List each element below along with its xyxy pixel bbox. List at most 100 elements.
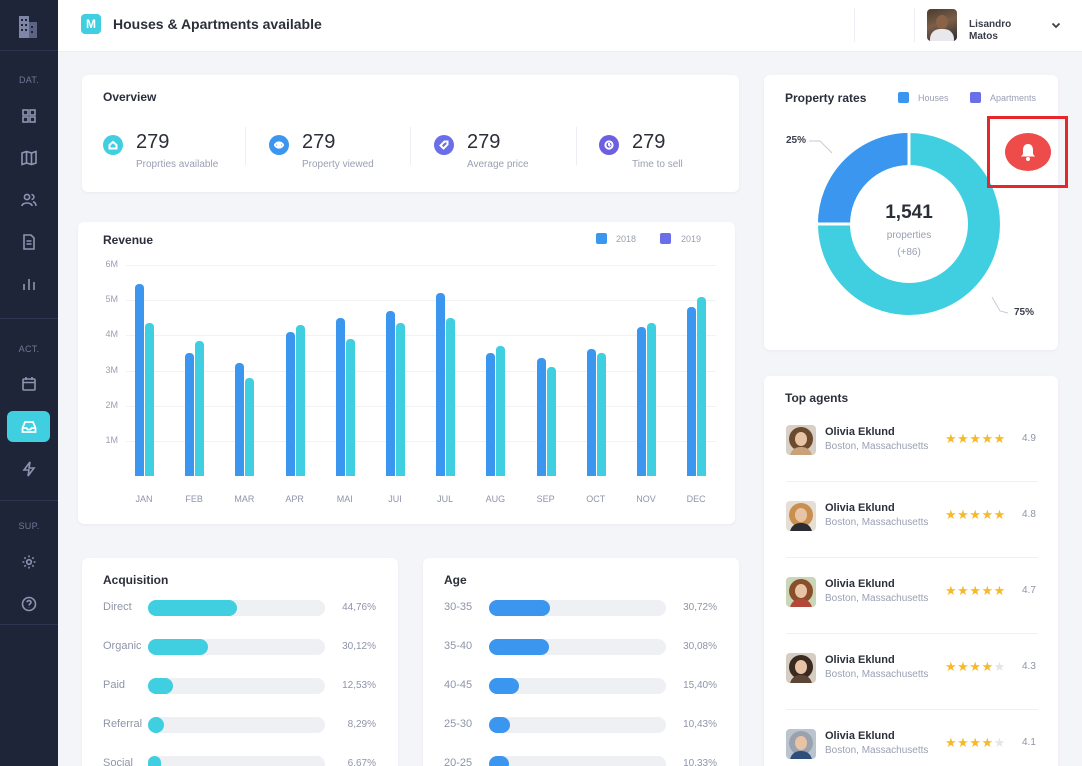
agent-location: Boston, Massachusetts <box>825 669 929 680</box>
stat-value: 279 <box>136 131 170 153</box>
property-rates-title: Property rates <box>785 91 867 105</box>
agent-name: Olivia Eklund <box>825 426 895 438</box>
revenue-bar-2019 <box>446 317 456 476</box>
avatar[interactable] <box>927 9 957 41</box>
top-bar: M Houses & Apartments available Lisandro… <box>58 0 1082 52</box>
x-tick-label: DEC <box>686 494 706 504</box>
building-icon[interactable] <box>17 12 39 38</box>
document-icon[interactable] <box>18 231 40 253</box>
grid-line <box>126 441 716 442</box>
star-rating: ★★★★★ <box>945 432 1006 445</box>
app-logo[interactable]: M <box>81 14 101 34</box>
revenue-bar-2019 <box>345 338 355 476</box>
revenue-bar-2019 <box>496 345 506 476</box>
overview-card: Overview 279 Proprties available 279 Pro… <box>82 75 739 192</box>
users-icon[interactable] <box>18 189 40 211</box>
stat-label: Time to sell <box>632 159 683 170</box>
legend-swatch-2018 <box>596 233 607 244</box>
star-icon: ★ <box>981 431 994 446</box>
agent-row[interactable]: Olivia Eklund Boston, Massachusetts ★★★★★ 4… <box>786 577 1038 627</box>
agent-row[interactable]: Olivia Eklund Boston, Massachusetts ★★★★★ 4… <box>786 653 1038 703</box>
star-icon: ★ <box>969 507 982 522</box>
divider <box>410 127 411 165</box>
apartments-percent: 75% <box>1014 307 1035 318</box>
agent-row[interactable]: Olivia Eklund Boston, Massachusetts ★★★★★ 4… <box>786 729 1038 766</box>
user-name[interactable]: Lisandro Matos <box>969 19 1012 42</box>
x-tick-label: JUL <box>437 494 454 504</box>
age-row-value: 10,43% <box>683 719 717 730</box>
divider <box>786 709 1038 710</box>
overview-title: Overview <box>103 90 157 104</box>
age-progress-fill <box>489 639 549 655</box>
age-row-label: 25-30 <box>444 718 473 730</box>
age-row-value: 10,33% <box>683 758 717 766</box>
agent-rating: 4.7 <box>1022 585 1036 596</box>
legend-swatch-2019 <box>660 233 671 244</box>
chevron-down-icon[interactable] <box>1050 19 1062 31</box>
x-tick-label: JAN <box>135 494 153 504</box>
legend-swatch-apartments <box>970 92 981 103</box>
settings-icon[interactable] <box>18 551 40 573</box>
revenue-bar-2018 <box>285 331 295 476</box>
acquisition-progress-fill <box>148 717 164 733</box>
age-progress-track <box>489 756 666 766</box>
acquisition-progress-fill <box>148 678 173 694</box>
age-progress-track <box>489 678 666 694</box>
x-tick-label: JUI <box>388 494 402 504</box>
notification-button[interactable] <box>1005 133 1051 171</box>
revenue-bar-2018 <box>687 307 697 476</box>
x-tick-label: OCT <box>586 494 606 504</box>
star-icon: ★ <box>945 735 958 750</box>
star-rating: ★★★★★ <box>945 584 1006 597</box>
y-tick-label: 6M <box>105 259 118 269</box>
star-icon: ★ <box>945 431 958 446</box>
grid-line <box>126 300 716 301</box>
revenue-bar-2019 <box>195 340 205 476</box>
revenue-bar-2018 <box>135 284 144 476</box>
bolt-icon[interactable] <box>18 458 40 480</box>
acquisition-progress-track <box>148 678 325 694</box>
map-icon[interactable] <box>18 147 40 169</box>
star-icon: ★ <box>981 507 994 522</box>
age-progress-fill <box>489 756 509 766</box>
help-icon[interactable] <box>18 593 40 615</box>
acquisition-progress-track <box>148 756 325 766</box>
star-icon: ★ <box>957 431 970 446</box>
sidebar: DAT. ACT. SUP. <box>0 0 58 766</box>
agent-row[interactable]: Olivia Eklund Boston, Massachusetts ★★★★★ 4… <box>786 501 1038 551</box>
y-tick-label: 4M <box>105 329 118 339</box>
donut-total: 1,541 <box>885 202 933 223</box>
revenue-card: Revenue 2018 2019 6M 5M 4M 3M 2M 1M JAN F… <box>78 222 735 524</box>
age-progress-fill <box>489 717 510 733</box>
star-icon: ★ <box>945 583 958 598</box>
top-agents-title: Top agents <box>785 391 849 405</box>
sidebar-section-sup: SUP. <box>18 521 40 531</box>
home-icon <box>103 135 123 155</box>
star-icon: ★ <box>957 583 970 598</box>
acquisition-title: Acquisition <box>103 573 169 587</box>
star-icon: ★ <box>993 431 1006 446</box>
grid-line <box>126 335 716 336</box>
age-progress-track <box>489 600 666 616</box>
revenue-bar-2018 <box>185 352 195 476</box>
agent-row[interactable]: Olivia Eklund Boston, Massachusetts ★★★★★ 4… <box>786 425 1038 475</box>
stat-value: 279 <box>632 131 666 153</box>
revenue-bar-2019 <box>596 352 606 476</box>
divider <box>914 8 915 42</box>
x-tick-label: NOV <box>636 494 656 504</box>
property-rates-card: Property rates Houses Apartments 1,541 p… <box>764 75 1058 350</box>
star-icon: ★ <box>993 659 1006 674</box>
sidebar-section-act: ACT. <box>18 344 40 354</box>
bar-chart-icon[interactable] <box>18 273 40 295</box>
agent-avatar <box>786 729 816 759</box>
y-tick-label: 5M <box>105 294 118 304</box>
acquisition-progress-fill <box>148 756 161 766</box>
acquisition-row-label: Social <box>103 757 133 766</box>
x-tick-label: FEB <box>185 494 203 504</box>
agent-location: Boston, Massachusetts <box>825 745 929 756</box>
revenue-bar-2019 <box>697 296 707 476</box>
calendar-icon[interactable] <box>18 373 40 395</box>
property-donut <box>818 133 1000 315</box>
inbox-icon[interactable] <box>7 411 50 442</box>
grid-icon[interactable] <box>18 105 40 127</box>
